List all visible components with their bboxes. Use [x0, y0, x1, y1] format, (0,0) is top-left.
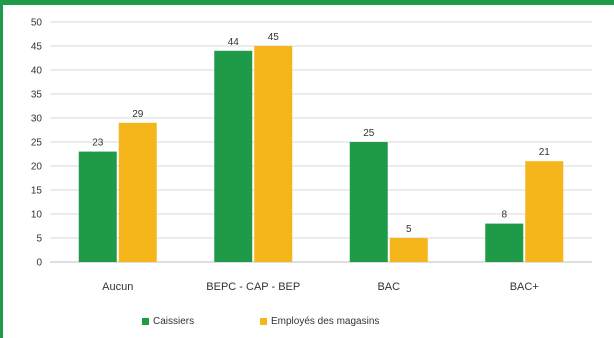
bar-caissiers-1 — [214, 50, 253, 262]
data-label: 23 — [92, 138, 104, 149]
bar-employes-3 — [525, 161, 564, 262]
legend-swatch — [260, 318, 267, 325]
y-tick-label: 10 — [31, 210, 43, 221]
left-accent-bar — [0, 0, 3, 338]
y-axis-ticks: 0 5 10 15 20 25 30 35 40 45 50 — [31, 18, 43, 269]
data-label: 5 — [406, 224, 412, 235]
category-label: BEPC - CAP - BEP — [206, 281, 300, 293]
bar-employes-2 — [389, 238, 428, 262]
y-tick-label: 45 — [31, 42, 43, 53]
legend-swatch — [142, 318, 149, 325]
bar-caissiers-3 — [485, 223, 524, 262]
bar-caissiers-2 — [349, 142, 388, 262]
data-label: 29 — [132, 109, 144, 120]
data-label: 25 — [363, 128, 375, 139]
data-label: 8 — [501, 210, 507, 221]
data-labels: 23 29 44 45 25 5 8 21 — [92, 32, 550, 235]
bars — [78, 46, 564, 262]
category-label: Aucun — [102, 281, 133, 293]
bar-employes-1 — [254, 46, 293, 262]
y-tick-label: 50 — [31, 18, 43, 29]
bar-caissiers-0 — [78, 151, 117, 262]
y-tick-label: 40 — [31, 66, 43, 77]
legend-label: Employés des magasins — [271, 316, 379, 327]
y-tick-label: 35 — [31, 90, 43, 101]
category-label: BAC — [377, 281, 400, 293]
grid-lines — [50, 21, 592, 263]
bar-employes-0 — [118, 122, 157, 262]
legend-label: Caissiers — [153, 316, 194, 327]
y-tick-label: 15 — [31, 186, 43, 197]
y-tick-label: 20 — [31, 162, 43, 173]
y-tick-label: 0 — [36, 258, 42, 269]
category-label: BAC+ — [510, 281, 539, 293]
y-tick-label: 5 — [36, 234, 42, 245]
y-tick-label: 25 — [31, 138, 43, 149]
data-label: 45 — [268, 32, 280, 43]
y-tick-label: 30 — [31, 114, 43, 125]
top-accent-bar — [0, 0, 614, 5]
legend: Caissiers Employés des magasins — [142, 316, 379, 327]
category-labels: Aucun BEPC - CAP - BEP BAC BAC+ — [102, 281, 539, 293]
data-label: 44 — [228, 37, 240, 48]
data-label: 21 — [539, 147, 551, 158]
